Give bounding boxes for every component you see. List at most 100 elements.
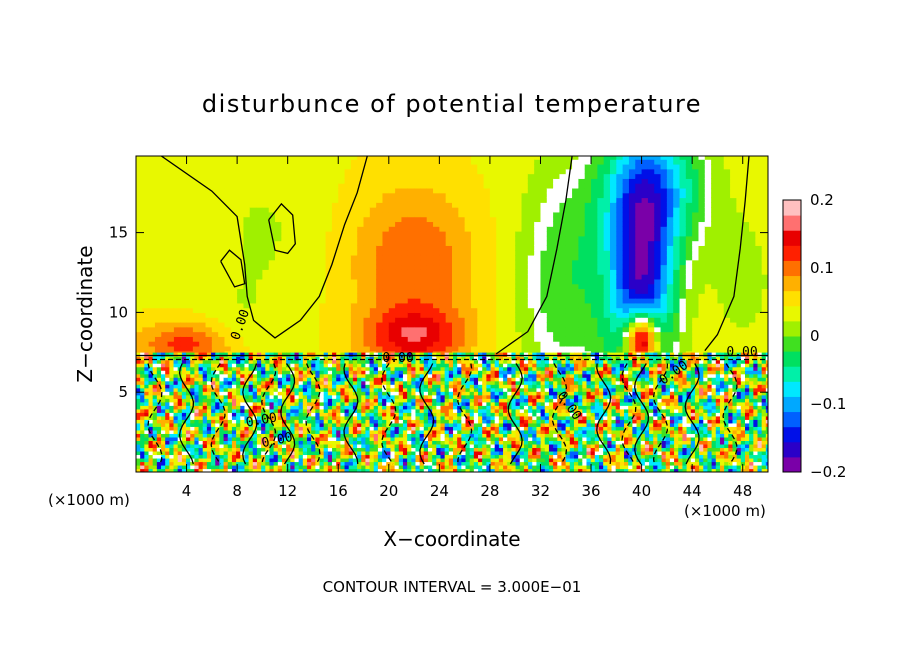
heatmap-cell-upper <box>502 207 510 213</box>
heatmap-cell-upper <box>154 240 162 246</box>
plot-area <box>136 156 768 472</box>
heatmap-cell-upper <box>610 341 617 347</box>
heatmap-cell-upper <box>439 202 447 208</box>
heatmap-cell-upper <box>534 183 542 189</box>
heatmap-cell-upper <box>224 187 232 194</box>
heatmap-cell-lower <box>227 380 233 385</box>
heatmap-cell-upper <box>470 240 478 246</box>
heatmap-cell-upper <box>685 226 693 232</box>
heatmap-cell-upper <box>673 221 681 227</box>
heatmap-cell-upper <box>654 168 662 175</box>
heatmap-cell-upper <box>692 326 700 333</box>
heatmap-cell-upper <box>730 231 737 237</box>
heatmap-cell-upper <box>616 178 624 184</box>
heatmap-cell-upper <box>230 235 238 242</box>
heatmap-cell-upper <box>281 302 289 309</box>
heatmap-cell-upper <box>306 259 314 266</box>
heatmap-cell-upper <box>395 226 403 232</box>
heatmap-cell-lower <box>223 461 229 466</box>
heatmap-cell-upper <box>205 259 213 266</box>
heatmap-cell-upper <box>685 264 693 270</box>
heatmap-cell-upper <box>692 231 700 237</box>
heatmap-cell-upper <box>578 317 586 323</box>
heatmap-cell-upper <box>294 298 301 304</box>
heatmap-cell-upper <box>730 274 737 280</box>
heatmap-cell-upper <box>578 254 586 261</box>
heatmap-cell-upper <box>565 331 573 337</box>
heatmap-cell-upper <box>363 226 371 232</box>
heatmap-cell-upper <box>186 156 194 160</box>
heatmap-cell-lower <box>206 468 212 472</box>
heatmap-cell-upper <box>489 288 497 294</box>
heatmap-cell-upper <box>666 283 674 290</box>
heatmap-cell-lower <box>169 447 175 452</box>
heatmap-cell-upper <box>515 269 523 275</box>
heatmap-cell-upper <box>565 240 573 246</box>
heatmap-cell-upper <box>755 231 763 237</box>
heatmap-cell-upper <box>275 307 282 314</box>
heatmap-cell-upper <box>439 173 447 179</box>
heatmap-cell-upper <box>458 288 466 294</box>
heatmap-cell-upper <box>452 254 459 261</box>
heatmap-cell-upper <box>736 226 744 232</box>
heatmap-cell-upper <box>395 235 403 242</box>
heatmap-cell-upper <box>306 173 314 179</box>
heatmap-cell-lower <box>136 380 141 385</box>
heatmap-cell-upper <box>237 298 245 304</box>
heatmap-cell-upper <box>211 156 219 160</box>
heatmap-cell-upper <box>325 216 333 223</box>
heatmap-cell-upper <box>660 156 668 160</box>
heatmap-cell-upper <box>761 302 768 309</box>
heatmap-cell-upper <box>357 317 365 323</box>
heatmap-cell-lower <box>219 405 225 410</box>
heatmap-cell-upper <box>167 254 175 261</box>
heatmap-cell-upper <box>477 274 485 280</box>
heatmap-cell-upper <box>698 331 706 337</box>
heatmap-cell-upper <box>211 269 219 275</box>
heatmap-cell-upper <box>382 302 390 309</box>
heatmap-cell-upper <box>704 187 712 194</box>
heatmap-cell-upper <box>401 336 409 342</box>
heatmap-cell-upper <box>730 264 737 270</box>
heatmap-cell-upper <box>319 326 327 333</box>
heatmap-cell-upper <box>452 163 459 170</box>
heatmap-cell-upper <box>426 192 434 199</box>
heatmap-cell-upper <box>218 159 226 165</box>
heatmap-cell-upper <box>256 192 263 199</box>
heatmap-cell-lower <box>173 419 179 424</box>
heatmap-cell-lower <box>215 433 221 438</box>
heatmap-cell-lower <box>181 450 187 456</box>
heatmap-cell-upper <box>439 307 447 314</box>
heatmap-cell-upper <box>458 293 466 299</box>
heatmap-cell-upper <box>161 202 169 208</box>
heatmap-cell-upper <box>489 168 497 175</box>
heatmap-cell-upper <box>673 231 681 237</box>
heatmap-cell-lower <box>136 394 141 399</box>
heatmap-cell-lower <box>206 391 212 396</box>
heatmap-cell-upper <box>433 216 440 223</box>
heatmap-cell-upper <box>420 235 428 242</box>
heatmap-cell-upper <box>249 254 257 261</box>
heatmap-cell-upper <box>666 192 674 199</box>
heatmap-cell-upper <box>452 159 459 165</box>
heatmap-cell-upper <box>325 326 333 333</box>
heatmap-cell-upper <box>167 274 175 280</box>
heatmap-cell-upper <box>281 288 289 294</box>
heatmap-cell-upper <box>540 197 548 203</box>
heatmap-cell-upper <box>679 245 687 251</box>
heatmap-cell-upper <box>142 269 150 275</box>
heatmap-cell-upper <box>628 293 636 299</box>
heatmap-cell-upper <box>527 298 535 304</box>
heatmap-cell-upper <box>730 216 737 223</box>
heatmap-cell-upper <box>470 221 478 227</box>
heatmap-cell-upper <box>294 192 301 199</box>
heatmap-cell-upper <box>502 168 510 175</box>
heatmap-cell-upper <box>192 283 200 290</box>
heatmap-cell-upper <box>572 331 579 337</box>
heatmap-cell-upper <box>717 245 725 251</box>
heatmap-cell-upper <box>388 226 396 232</box>
heatmap-cell-lower <box>219 450 225 456</box>
heatmap-cell-upper <box>723 278 731 285</box>
heatmap-cell-upper <box>730 211 737 218</box>
heatmap-cell-lower <box>211 394 216 399</box>
